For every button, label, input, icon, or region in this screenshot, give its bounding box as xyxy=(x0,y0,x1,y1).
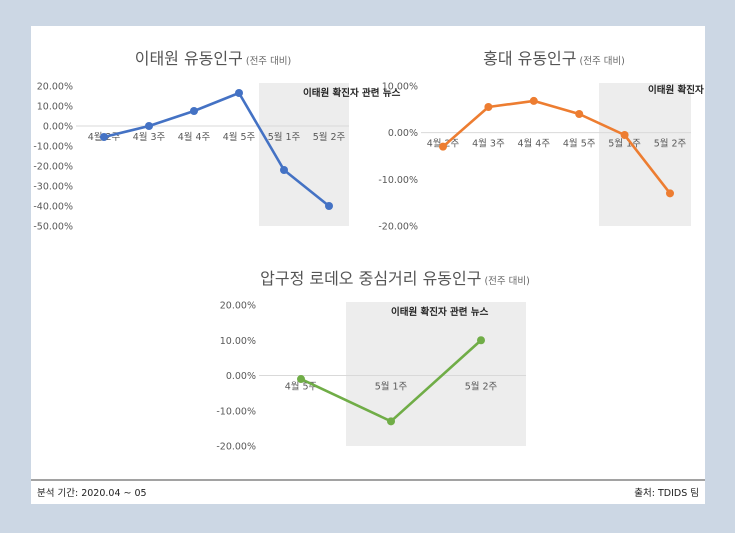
data-point xyxy=(484,103,493,111)
y-tick-label: -10.00% xyxy=(216,406,256,417)
y-tick-label: 10.00% xyxy=(220,336,256,347)
x-tick-label: 5월 2주 xyxy=(654,138,687,150)
chart-1: 이태원 유동인구 (전주 대비) 이태원 확진자 관련 뉴스 20.00% 10.00%… xyxy=(33,49,400,233)
chart-title: 이태원 유동인구 (전주 대비) xyxy=(135,49,292,68)
y-tick-label: 10.00% xyxy=(37,102,73,113)
data-point xyxy=(190,107,198,115)
y-tick-label: 0.00% xyxy=(226,371,256,382)
data-point xyxy=(100,133,108,141)
news-period-shade xyxy=(259,83,349,226)
data-point xyxy=(575,110,584,118)
y-tick-label: -50.00% xyxy=(33,222,73,233)
news-annotation: 이태원 확진자 관련 뉴스 xyxy=(303,87,401,99)
x-tick-label: 5월 2주 xyxy=(465,381,498,393)
data-point xyxy=(325,202,333,210)
y-tick-label: -20.00% xyxy=(216,442,256,453)
chart-title: 압구정 로데오 중심거리 유동인구 (전주 대비) xyxy=(260,269,530,288)
y-tick-label: -30.00% xyxy=(33,182,73,193)
data-point xyxy=(529,96,538,105)
data-point xyxy=(439,142,447,151)
x-tick-label: 5월 1주 xyxy=(375,381,408,393)
data-point xyxy=(477,336,485,345)
series-line xyxy=(103,91,330,208)
data-point xyxy=(235,89,243,97)
y-tick-label: 10.00% xyxy=(382,82,418,93)
news-annotation: 이태원 확진자 관련 뉴스 xyxy=(648,84,705,96)
footer-period: 분석 기간: 2020.04 ~ 05 xyxy=(37,488,147,499)
y-tick-label: -20.00% xyxy=(33,162,73,173)
chart-3: 압구정 로데오 중심거리 유동인구 (전주 대비) 이태원 확진자 관련 뉴스 20.… xyxy=(216,269,530,453)
y-tick-label: 0.00% xyxy=(43,122,73,133)
y-tick-label: 0.00% xyxy=(388,128,418,139)
x-tick-label: 4월 5주 xyxy=(223,131,256,143)
footer-source: 출처: TDIDS 팀 xyxy=(634,487,699,499)
chart-2: 홍대 유동인구(전주 대비) 이태원 확진자 관련 뉴스 10.00% 0.00% -1… xyxy=(378,49,705,233)
news-period-shade xyxy=(599,83,691,226)
x-tick-label: 5월 1주 xyxy=(268,131,301,143)
x-tick-label: 4월 4주 xyxy=(178,131,211,143)
data-point xyxy=(145,122,153,130)
data-point xyxy=(297,375,305,384)
x-tick-label: 4월 3주 xyxy=(133,131,166,143)
x-tick-label: 5월 2주 xyxy=(313,131,346,143)
y-tick-label: 20.00% xyxy=(37,82,73,93)
charts-canvas: 분석 기간: 2020.04 ~ 05 출처: TDIDS 팀 이태원 유동인구… xyxy=(31,49,705,499)
chart-card: 분석 기간: 2020.04 ~ 05 출처: TDIDS 팀 이태원 유동인구… xyxy=(31,26,705,504)
chart-title: 홍대 유동인구 (전주 대비) xyxy=(483,49,625,68)
data-point xyxy=(666,189,674,198)
data-point xyxy=(280,166,288,174)
data-point xyxy=(620,131,629,139)
data-point xyxy=(387,417,395,426)
x-tick-label: 4월 4주 xyxy=(518,138,551,150)
y-tick-label: 20.00% xyxy=(220,301,256,312)
news-period-shade xyxy=(346,302,526,446)
y-tick-label: -40.00% xyxy=(33,202,73,213)
y-tick-label: -20.00% xyxy=(378,222,418,233)
y-tick-label: -10.00% xyxy=(378,175,418,186)
x-tick-label: 4월 5주 xyxy=(563,138,596,150)
x-tick-label: 4월 3주 xyxy=(472,138,505,150)
series-line xyxy=(442,99,672,195)
news-annotation: 이태원 확진자 관련 뉴스 xyxy=(391,306,489,318)
y-tick-label: -10.00% xyxy=(33,142,73,153)
